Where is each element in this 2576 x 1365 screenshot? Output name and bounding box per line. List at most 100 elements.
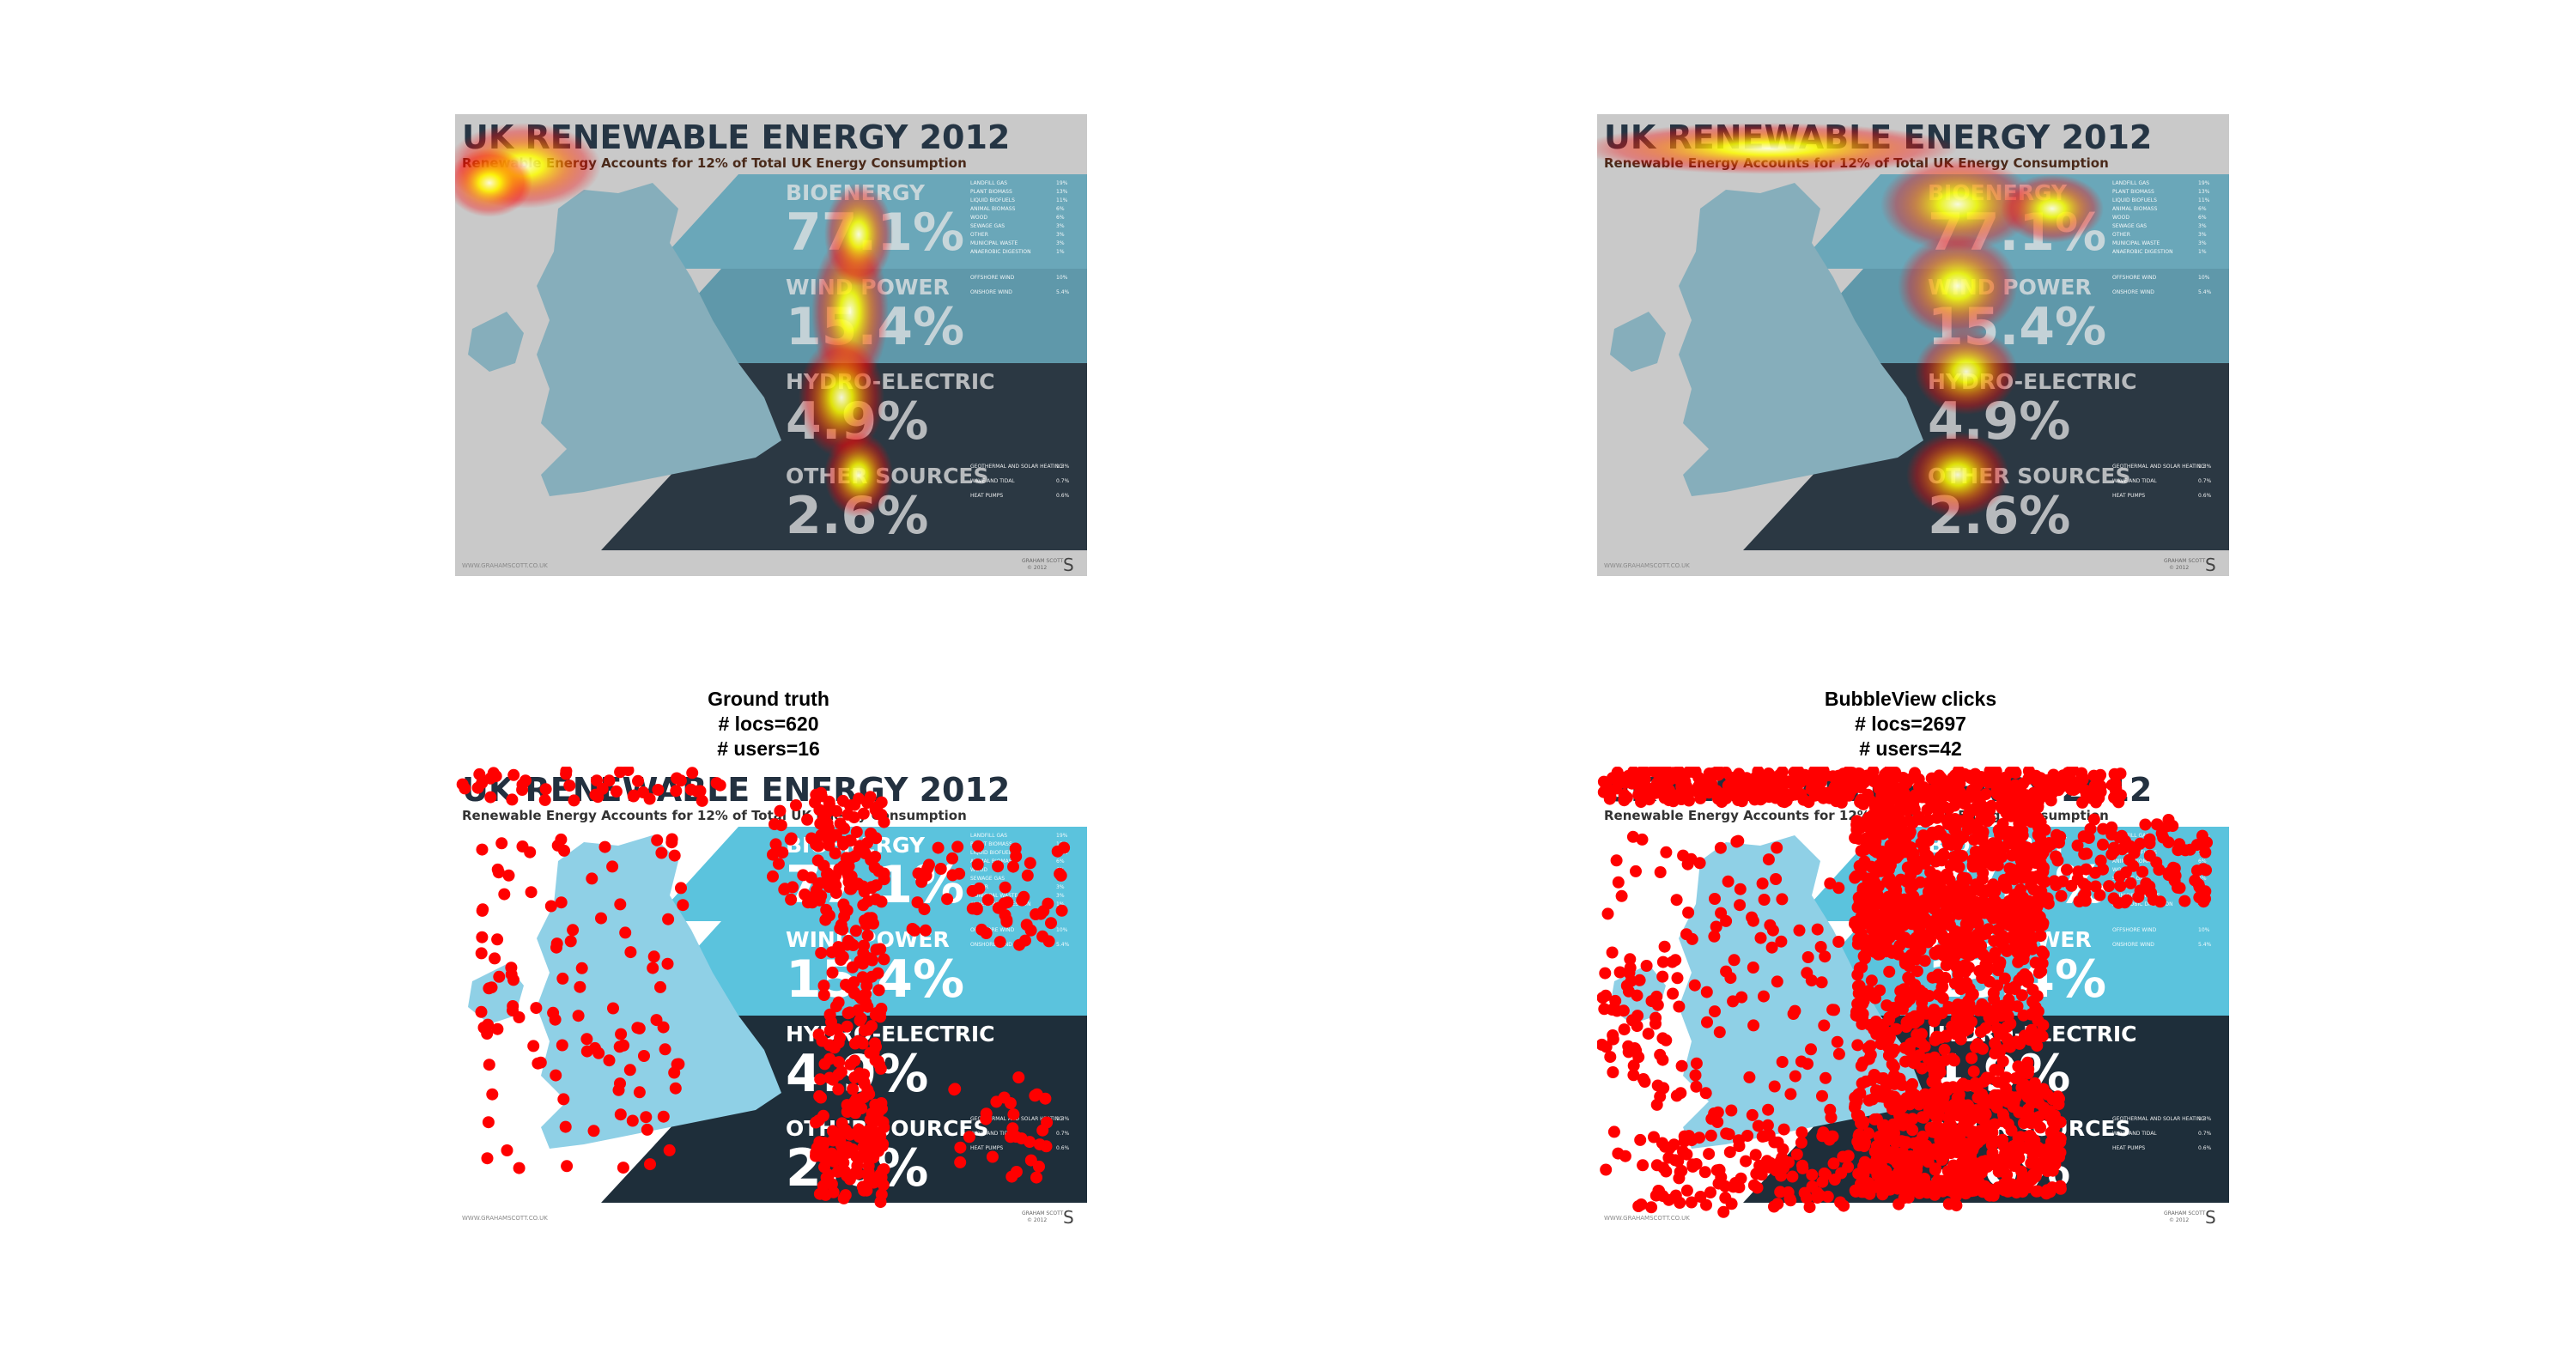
section-item-label: OTHER bbox=[970, 884, 988, 890]
section-item-label: ANAEROBIC DIGESTION bbox=[2112, 249, 2173, 255]
section-item-value: 0.7% bbox=[2198, 478, 2212, 484]
section-item-value: 3% bbox=[2198, 240, 2207, 246]
footer-logo: S bbox=[2205, 555, 2216, 575]
section-item-label: ANIMAL BIOMASS bbox=[2112, 206, 2158, 212]
section-item-label: HEAT PUMPS bbox=[970, 493, 1003, 499]
section-item-label: ANAEROBIC DIGESTION bbox=[970, 249, 1031, 255]
section-item-value: 1.3% bbox=[1056, 1116, 1070, 1122]
section-item-label: SEWAGE GAS bbox=[2112, 223, 2147, 229]
footer-logo: S bbox=[1063, 1207, 1074, 1228]
section-item-label: PLANT BIOMASS bbox=[2112, 189, 2154, 195]
section-item-label: MUNICIPAL WASTE bbox=[970, 893, 1018, 899]
section-item-value: 10% bbox=[2198, 927, 2210, 933]
footer-author: GRAHAM SCOTT bbox=[1022, 1210, 1064, 1216]
section-label: OTHER SOURCES bbox=[786, 464, 989, 488]
section-value: 2.6% bbox=[1928, 1138, 2070, 1198]
section-item-value: 6% bbox=[2198, 206, 2207, 212]
section-item-value: 10% bbox=[1056, 927, 1068, 933]
section-item-label: ANIMAL BIOMASS bbox=[970, 858, 1016, 864]
section-item-value: 6% bbox=[1056, 206, 1065, 212]
section-item-value: 5.4% bbox=[1056, 942, 1070, 948]
section-item-label: ONSHORE WIND bbox=[2112, 942, 2154, 948]
ireland-map-shape bbox=[468, 312, 524, 372]
caption-locs: # locs=2697 bbox=[1855, 713, 1966, 735]
footer-year: © 2012 bbox=[2169, 1217, 2189, 1223]
section-value: 77.1% bbox=[786, 203, 964, 263]
section-item-label: GEOTHERMAL AND SOLAR HEATING bbox=[2112, 464, 2205, 470]
section-item-label: OFFSHORE WIND bbox=[970, 275, 1015, 281]
section-item-label: SEWAGE GAS bbox=[970, 223, 1005, 229]
footer-author: GRAHAM SCOTT bbox=[2164, 558, 2206, 564]
section-item-value: 3% bbox=[2198, 893, 2207, 899]
section-item-value: 0.7% bbox=[1056, 478, 1070, 484]
infographic-title: UK RENEWABLE ENERGY 2012 bbox=[462, 118, 1010, 156]
section-item-value: 6% bbox=[1056, 858, 1065, 864]
section-item-label: OTHER bbox=[2112, 884, 2130, 890]
section-item-value: 6% bbox=[2198, 215, 2207, 221]
section-item-label: ANAEROBIC DIGESTION bbox=[2112, 901, 2173, 907]
section-label: WIND POWER bbox=[786, 275, 950, 300]
section-item-value: 19% bbox=[1056, 180, 1068, 186]
clicks-bubbleview-panel: UK RENEWABLE ENERGY 2012 Renewable Energy… bbox=[1597, 767, 2229, 1228]
section-item-value: 1% bbox=[1056, 249, 1065, 255]
section-item-label: ANAEROBIC DIGESTION bbox=[970, 901, 1031, 907]
section-item-label: WAVE AND TIDAL bbox=[2112, 1131, 2157, 1137]
section-item-value: 11% bbox=[1056, 197, 1068, 203]
footer-logo: S bbox=[1063, 555, 1074, 575]
section-item-label: ANIMAL BIOMASS bbox=[970, 206, 1016, 212]
uk-map-shape bbox=[1679, 183, 1923, 496]
infographic-title: UK RENEWABLE ENERGY 2012 bbox=[1604, 118, 2152, 156]
section-item-label: MUNICIPAL WASTE bbox=[2112, 240, 2160, 246]
infographic-subtitle: Renewable Energy Accounts for 12% of Tot… bbox=[1604, 808, 2109, 823]
section-value: 4.9% bbox=[786, 391, 928, 452]
section-value: 15.4% bbox=[786, 297, 964, 357]
section-item-value: 3% bbox=[2198, 884, 2207, 890]
infographic-title: UK RENEWABLE ENERGY 2012 bbox=[1604, 771, 2152, 809]
section-item-label: PLANT BIOMASS bbox=[970, 841, 1012, 847]
section-item-value: 1.3% bbox=[1056, 464, 1070, 470]
section-item-value: 3% bbox=[1056, 876, 1065, 882]
section-item-label: WOOD bbox=[970, 215, 987, 221]
section-item-value: 0.6% bbox=[2198, 493, 2212, 499]
section-item-value: 1% bbox=[2198, 901, 2207, 907]
section-value: 15.4% bbox=[1928, 297, 2106, 357]
section-label: OTHER SOURCES bbox=[1928, 1116, 2131, 1141]
section-item-value: 5.4% bbox=[2198, 289, 2212, 295]
footer-website: WWW.GRAHAMSCOTT.CO.UK bbox=[1604, 562, 1690, 569]
infographic-subtitle: Renewable Energy Accounts for 12% of Tot… bbox=[1604, 155, 2109, 171]
section-item-label: GEOTHERMAL AND SOLAR HEATING bbox=[970, 1116, 1063, 1122]
section-item-label: ONSHORE WIND bbox=[970, 289, 1012, 295]
section-item-value: 0.6% bbox=[1056, 1145, 1070, 1151]
footer-author: GRAHAM SCOTT bbox=[2164, 1210, 2206, 1216]
section-item-value: 0.6% bbox=[2198, 1145, 2212, 1151]
section-item-label: OTHER bbox=[970, 232, 988, 238]
section-item-label: GEOTHERMAL AND SOLAR HEATING bbox=[970, 464, 1063, 470]
section-value: 77.1% bbox=[1928, 855, 2106, 915]
section-item-label: WOOD bbox=[970, 867, 987, 873]
heatmap-ground-truth-panel: UK RENEWABLE ENERGY 2012 Renewable Energy… bbox=[455, 114, 1087, 576]
footer-website: WWW.GRAHAMSCOTT.CO.UK bbox=[462, 1215, 548, 1222]
section-item-label: LANDFILL GAS bbox=[2112, 833, 2149, 839]
section-item-value: 5.4% bbox=[2198, 942, 2212, 948]
section-item-label: GEOTHERMAL AND SOLAR HEATING bbox=[2112, 1116, 2205, 1122]
footer-year: © 2012 bbox=[1027, 1217, 1047, 1223]
section-item-label: MUNICIPAL WASTE bbox=[970, 240, 1018, 246]
section-label: WIND POWER bbox=[786, 927, 950, 952]
caption-title: BubbleView clicks bbox=[1824, 688, 1997, 710]
caption-users: # users=16 bbox=[717, 737, 820, 760]
section-label: WIND POWER bbox=[1928, 927, 2092, 952]
section-item-label: LANDFILL GAS bbox=[970, 180, 1007, 186]
section-item-label: HEAT PUMPS bbox=[2112, 1145, 2145, 1151]
section-item-value: 3% bbox=[1056, 884, 1065, 890]
section-item-label: SEWAGE GAS bbox=[970, 876, 1005, 882]
caption-title: Ground truth bbox=[708, 688, 829, 710]
uk-map-shape bbox=[537, 183, 781, 496]
section-label: HYDRO-ELECTRIC bbox=[1928, 1022, 2137, 1046]
section-item-label: OFFSHORE WIND bbox=[2112, 927, 2157, 933]
section-value: 2.6% bbox=[1928, 486, 2070, 546]
section-item-label: ONSHORE WIND bbox=[970, 942, 1012, 948]
section-item-value: 3% bbox=[2198, 876, 2207, 882]
